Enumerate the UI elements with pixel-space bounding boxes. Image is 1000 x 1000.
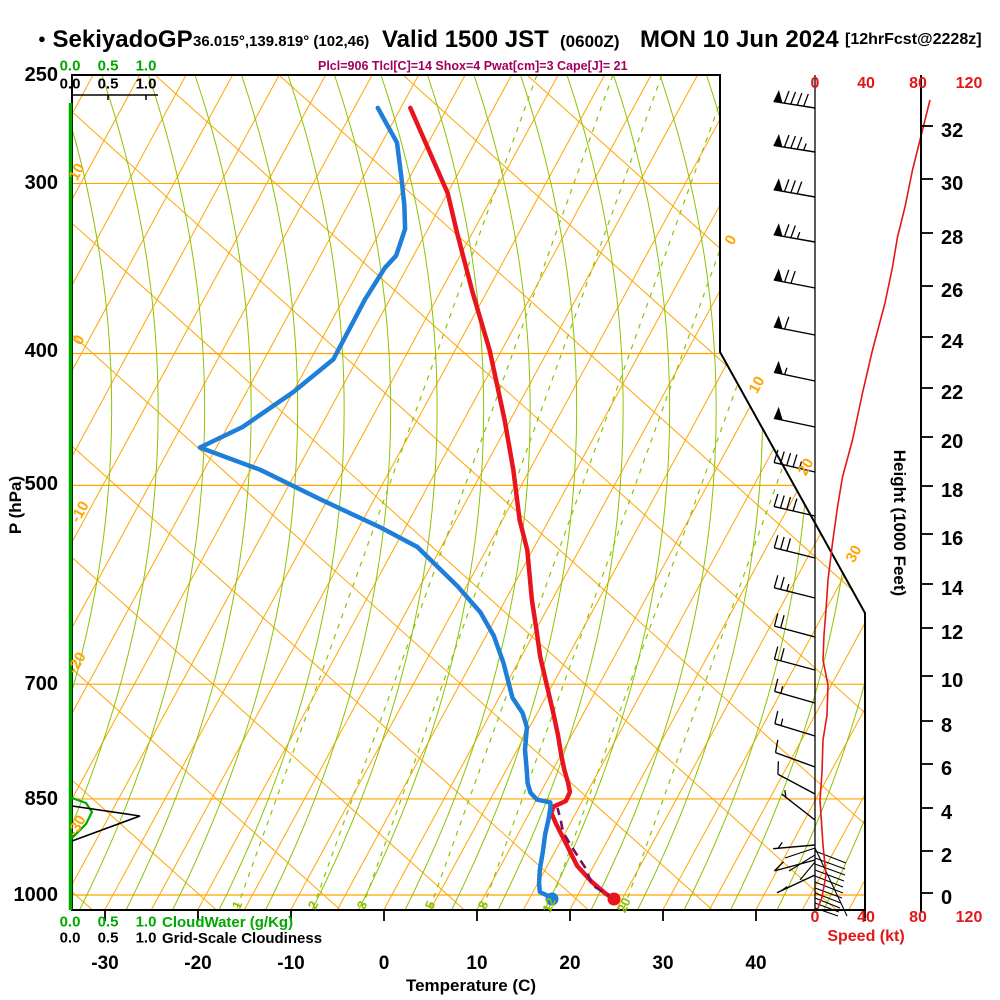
height-tick-label: 12 bbox=[941, 622, 964, 644]
speed-tick-label-bottom: 0 bbox=[810, 909, 820, 926]
height-tick-label: 4 bbox=[941, 802, 953, 824]
height-tick-label: 16 bbox=[941, 528, 964, 550]
pressure-tick-label: 850 bbox=[24, 788, 58, 810]
temperature-axis-label: Temperature (C) bbox=[405, 976, 537, 995]
temperature-tick-label: 20 bbox=[559, 953, 581, 974]
temperature-tick-label: -10 bbox=[277, 953, 305, 974]
pressure-tick-label: 300 bbox=[24, 172, 58, 194]
valid-time: Valid 1500 JST bbox=[382, 26, 549, 53]
cloud-scale-label-green-top: 0.0 bbox=[59, 57, 81, 75]
speed-tick-label-bottom: 40 bbox=[857, 909, 875, 926]
temperature-tick-label: 40 bbox=[745, 953, 767, 974]
valid-date: MON 10 Jun 2024 bbox=[640, 26, 839, 53]
height-tick-label: 8 bbox=[941, 715, 953, 737]
stability-params: Plcl=906 Tlcl[C]=14 Shox=4 Pwat[cm]=3 Ca… bbox=[318, 59, 628, 73]
cloud-scale-label-black-top: 1.0 bbox=[135, 75, 157, 93]
height-tick-label: 26 bbox=[941, 280, 964, 302]
cloud-scale-label-green-top: 1.0 bbox=[135, 57, 157, 75]
height-tick-label: 32 bbox=[941, 120, 964, 142]
height-tick-label: 2 bbox=[941, 845, 953, 867]
cloud-scale-label-black-top: 0.5 bbox=[97, 75, 119, 93]
cloudwater-label: CloudWater (g/Kg) bbox=[162, 914, 294, 931]
height-axis-label: Height (1000 Feet) bbox=[890, 449, 909, 597]
cloud-scale-label-black-top: 0.0 bbox=[59, 75, 81, 93]
forecast-info: [12hrFcst@2228z] bbox=[845, 31, 982, 48]
speed-tick-label-bottom: 120 bbox=[955, 909, 983, 926]
height-tick-label: 30 bbox=[941, 173, 964, 195]
temperature-tick-label: 30 bbox=[652, 953, 674, 974]
cloud-scale-label-black-bottom: 1.0 bbox=[135, 929, 157, 947]
cloud-scale-label-green-top: 0.5 bbox=[97, 57, 119, 75]
temperature-tick-label: -20 bbox=[184, 953, 212, 974]
cloud-scale-label-black-bottom: 0.5 bbox=[97, 929, 119, 947]
height-tick-label: 20 bbox=[941, 431, 964, 453]
cloud-scale-label-green-bottom: 1.0 bbox=[135, 913, 157, 931]
height-tick-label: 0 bbox=[941, 887, 953, 909]
speed-tick-label-top: 80 bbox=[909, 75, 927, 92]
speed-tick-label-top: 40 bbox=[857, 75, 875, 92]
temperature-tick-label: 10 bbox=[466, 953, 488, 974]
height-tick-label: 10 bbox=[941, 670, 964, 692]
pressure-tick-label: 700 bbox=[24, 673, 58, 695]
temperature-tick-label: -30 bbox=[91, 953, 119, 974]
speed-axis-label: Speed (kt) bbox=[827, 928, 905, 945]
page-title: ● SekiyadoGP bbox=[38, 26, 193, 54]
speed-tick-label-top: 120 bbox=[955, 75, 983, 92]
station-name: SekiyadoGP bbox=[52, 26, 193, 53]
pressure-tick-label: 1000 bbox=[13, 884, 59, 906]
speed-tick-label-bottom: 80 bbox=[909, 909, 927, 926]
height-tick-label: 18 bbox=[941, 480, 964, 502]
height-tick-label: 6 bbox=[941, 758, 953, 780]
height-tick-label: 22 bbox=[941, 382, 964, 404]
height-tick-label: 28 bbox=[941, 227, 964, 249]
height-tick-label: 14 bbox=[941, 578, 964, 600]
station-coords: 36.015°,139.819° (102,46) bbox=[193, 33, 370, 50]
cloud-scale-label-green-bottom: 0.5 bbox=[97, 913, 119, 931]
speed-tick-label-top: 0 bbox=[810, 75, 820, 92]
cloudiness-label: Grid-Scale Cloudiness bbox=[162, 930, 323, 947]
cloud-scale-label-green-bottom: 0.0 bbox=[59, 913, 81, 931]
height-tick-label: 24 bbox=[941, 331, 964, 353]
cloud-scale-label-black-bottom: 0.0 bbox=[59, 929, 81, 947]
bullet-icon: ● bbox=[38, 31, 46, 46]
pressure-tick-label: 400 bbox=[24, 340, 58, 362]
pressure-tick-label: 250 bbox=[24, 64, 58, 86]
pressure-tick-label: 500 bbox=[24, 473, 58, 495]
temperature-tick-label: 0 bbox=[378, 953, 390, 974]
valid-time-utc: (0600Z) bbox=[560, 32, 620, 51]
